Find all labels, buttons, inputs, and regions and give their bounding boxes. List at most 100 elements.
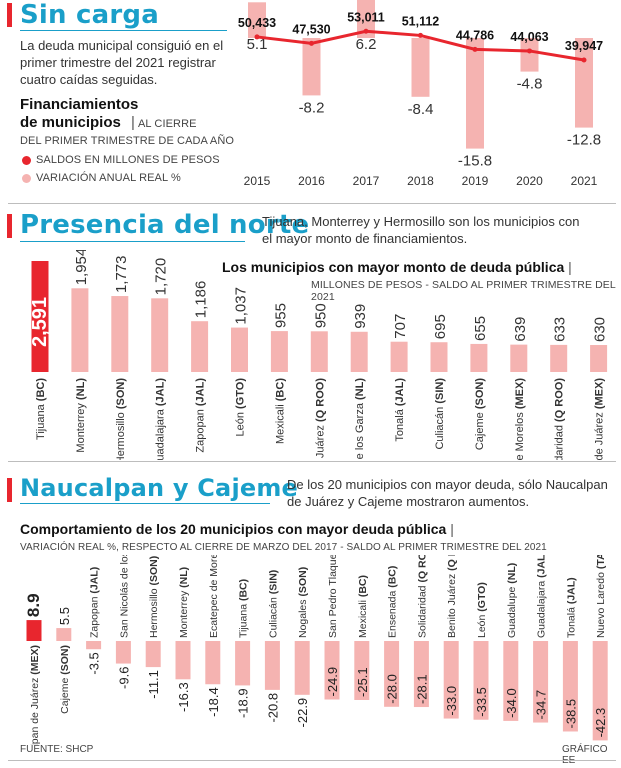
municipality-label: Solidaridad (Q ROO)	[416, 555, 428, 638]
municipality-label: Mexicali (BC)	[274, 378, 286, 444]
section3-title: Naucalpan y Cajeme	[20, 474, 299, 502]
chart1-title-2: de municipios	[20, 114, 121, 131]
chart3-subtitle: VARIACIÓN REAL %, RESPECTO AL CIERRE DE …	[20, 542, 547, 553]
state-abbr: (BC)	[35, 378, 47, 402]
variation-bar	[503, 641, 519, 721]
legend-bar-label: VARIACIÓN ANUAL REAL %	[36, 172, 181, 184]
chart2-subtitle: MILLONES DE PESOS - SALDO AL PRIMER TRIM…	[311, 279, 616, 303]
municipality-label: Ensenada (BC)	[387, 566, 399, 638]
municipality-name: Hermosillo	[148, 585, 160, 638]
variation-value-label: -18.9	[236, 688, 251, 718]
variation-value-label: -25.1	[355, 667, 370, 697]
debt-value-label: 955	[272, 303, 289, 328]
saldo-point	[254, 34, 260, 40]
municipality-name: San Nicolás de los Garza	[118, 555, 130, 638]
debt-value-label: 1,037	[233, 287, 250, 325]
municipality-label: Mexicali (BC)	[357, 575, 369, 638]
variation-bar	[562, 641, 578, 732]
variation-value-label: -42.3	[593, 708, 608, 738]
variation-bar	[115, 641, 131, 664]
saldo-label: 47,530	[292, 22, 330, 36]
state-abbr: (GTO)	[476, 582, 488, 612]
municipality-label: Tijuana (BC)	[238, 579, 250, 638]
saldo-label: 51,112	[402, 14, 440, 28]
state-abbr: (TAMPS)	[595, 555, 607, 569]
municipality-name: Nuevo Laredo	[595, 569, 607, 638]
variation-bar	[145, 641, 161, 668]
debt-value-label: 939	[352, 304, 369, 329]
municipality-label: Benito Juárez (Q ROO)	[314, 378, 326, 460]
variation-bar	[466, 38, 484, 149]
state-abbr: (SON)	[474, 378, 486, 410]
debt-bar	[231, 327, 248, 372]
variation-value-label: -34.0	[504, 688, 519, 718]
municipality-label: León (GTO)	[235, 378, 247, 437]
saldo-label: 44,786	[456, 28, 494, 42]
variation-label: -8.4	[408, 101, 434, 118]
municipality-label: Culiacán (SIN)	[434, 378, 446, 450]
municipality-label: San Pedro Tlaquepaque (JAL)	[327, 555, 339, 638]
state-abbr: (SON)	[59, 645, 71, 675]
municipality-name: Ecatepec de Morelos	[514, 409, 526, 460]
municipality-name: Cajeme	[59, 675, 71, 714]
state-abbr: (NL)	[506, 563, 518, 584]
year-tick-label: 2019	[462, 174, 489, 188]
debt-value-label: 2,591	[29, 297, 51, 347]
debt-value-label: 655	[472, 316, 489, 341]
variation-value-label: -16.3	[176, 682, 191, 712]
municipality-name: Guadalajara	[536, 578, 548, 638]
variation-bar	[294, 641, 310, 695]
variation-value-label: -33.0	[444, 686, 459, 716]
state-abbr: (MEX)	[29, 645, 41, 675]
variation-label: -15.8	[458, 153, 492, 170]
municipality-name: Mexicali	[357, 597, 369, 638]
municipality-name: Hermosillo	[115, 409, 127, 460]
variation-bar	[248, 2, 266, 39]
municipality-label: Tonalá (JAL)	[565, 577, 577, 638]
variation-bar	[443, 641, 459, 719]
state-abbr: (SIN)	[434, 378, 446, 404]
year-tick-label: 2021	[571, 174, 598, 188]
municipality-label: Benito Juárez (Q ROO)	[446, 555, 458, 638]
debt-bar	[71, 288, 89, 372]
municipality-label: Nuevo Laredo (TAMPS)	[595, 555, 607, 638]
year-tick-label: 2015	[244, 174, 271, 188]
state-abbr: (SON)	[297, 567, 309, 597]
variation-label: -12.8	[567, 132, 601, 149]
debt-bar	[270, 331, 288, 372]
saldo-label: 39,947	[565, 39, 603, 53]
municipality-label: Naucalpan de Juárez (MEX)	[29, 645, 41, 745]
state-abbr: (JAL)	[394, 378, 406, 406]
variation-bar	[302, 38, 321, 96]
state-abbr: (MEX)	[514, 378, 526, 410]
section1-intro: La deuda municipal consiguió en el prime…	[20, 38, 224, 87]
municipality-label: Naucalpan de Juárez (MEX)	[594, 378, 606, 460]
chart1-subtitle-b: DEL PRIMER TRIMESTRE DE CADA AÑO	[20, 135, 235, 147]
state-abbr: (JAL)	[565, 577, 577, 604]
municipality-name: León	[235, 409, 247, 437]
section3-title-rule	[20, 503, 270, 504]
municipality-name: Tonalá	[565, 604, 577, 638]
year-tick-label: 2016	[298, 174, 325, 188]
municipality-label: San Nicolás de los Garza (NL)	[354, 378, 366, 460]
variation-value-label: -28.0	[385, 674, 400, 704]
chart2-svg: 2,591 Tijuana (BC) 1,954 Monterrey (NL) 1,77…	[29, 250, 609, 460]
chart2-title-text: Los municipios con mayor monto de deuda …	[222, 259, 565, 275]
variation-value-label: -22.9	[295, 698, 310, 728]
section1-title-rule	[20, 30, 227, 31]
section3-marker	[7, 478, 12, 502]
variation-label: -8.2	[299, 99, 325, 116]
section3-intro: De los 20 municipios con mayor deuda, só…	[287, 477, 608, 509]
municipality-name: Solidaridad	[416, 583, 428, 638]
variation-value-label: -38.5	[563, 699, 578, 729]
variation-value-label: 5.5	[57, 607, 72, 625]
municipality-name: San Nicolás de los Garza	[354, 400, 366, 460]
municipality-label: San Nicolás de los Garza (NL)	[118, 555, 130, 638]
municipality-label: Monterrey (NL)	[75, 378, 87, 453]
chart1-svg: 5.1 2015 -8.2 2016 6.2 2017 -8.4 2018 -15.8 2019 -…	[238, 0, 603, 188]
municipality-name: Tonalá	[394, 406, 406, 441]
saldo-point	[527, 48, 532, 54]
municipality-label: Cajeme (SON)	[59, 645, 71, 714]
state-abbr: (BC)	[238, 579, 250, 601]
municipality-label: Guadalajara (JAL)	[536, 555, 548, 638]
